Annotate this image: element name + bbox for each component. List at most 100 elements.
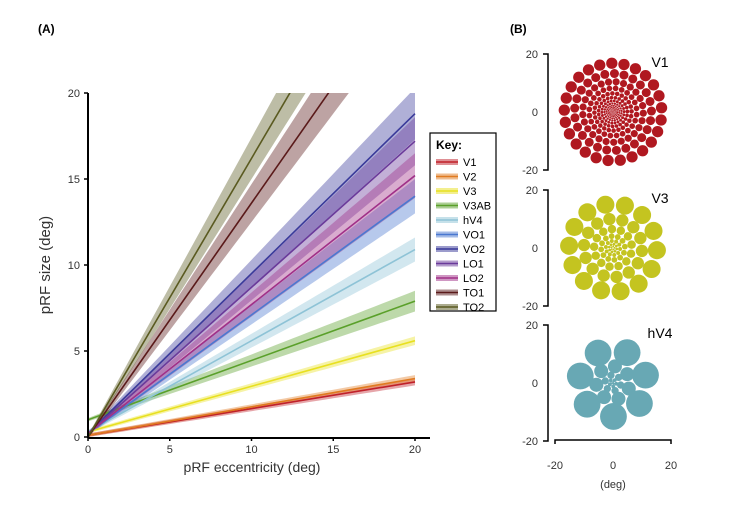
receptive-field-circle: [631, 99, 638, 106]
receptive-field-circle: [585, 89, 593, 97]
receptive-field-circle: [606, 100, 610, 104]
panel-a-label: (A): [38, 22, 55, 36]
receptive-field-circle: [615, 110, 617, 112]
receptive-field-circle: [616, 250, 621, 255]
receptive-field-circle: [604, 249, 609, 254]
receptive-field-circle: [604, 78, 613, 86]
receptive-field-circle: [617, 108, 620, 110]
receptive-field-circle: [589, 130, 597, 139]
receptive-field-circle: [607, 115, 610, 118]
receptive-field-circle: [610, 248, 613, 251]
receptive-field-circle: [613, 113, 615, 115]
receptive-field-circle: [629, 139, 639, 149]
receptive-field-circle: [608, 378, 613, 383]
receptive-field-circle: [581, 96, 589, 104]
line-TO1: [88, 93, 330, 437]
receptive-field-circle: [614, 373, 623, 382]
receptive-field-circle: [617, 97, 621, 101]
receptive-field-circle: [629, 274, 648, 293]
receptive-field-circle: [594, 100, 599, 106]
receptive-field-circle: [591, 124, 598, 130]
receptive-field-circle: [605, 91, 610, 97]
receptive-field-circle: [573, 122, 583, 132]
receptive-field-circle: [610, 91, 615, 96]
receptive-field-circle: [595, 135, 603, 143]
receptive-field-circle: [610, 112, 612, 114]
receptive-field-circle: [620, 112, 623, 115]
receptive-field-circle: [646, 106, 656, 116]
receptive-field-circle: [613, 112, 615, 113]
receptive-field-circle: [595, 90, 601, 97]
receptive-field-circle: [636, 94, 644, 103]
receptive-field-circle: [610, 108, 612, 110]
receptive-field-circle: [599, 227, 608, 237]
receptive-field-circle: [565, 217, 584, 236]
receptive-field-circle: [589, 242, 599, 252]
receptive-field-circle: [610, 106, 613, 109]
receptive-field-circle: [601, 126, 607, 131]
receptive-field-circle: [602, 145, 612, 155]
receptive-field-circle: [612, 99, 616, 103]
y-tick-label: 0: [74, 432, 80, 444]
mosaic-y-tick-label: 0: [532, 243, 538, 255]
receptive-field-circle: [592, 110, 597, 115]
receptive-field-circle: [572, 94, 582, 104]
legend-label-V3AB: V3AB: [463, 201, 491, 213]
y-tick-label: 20: [68, 88, 80, 100]
receptive-field-circle: [633, 105, 640, 112]
receptive-field-circle: [615, 109, 617, 111]
receptive-field-circle: [611, 145, 621, 155]
receptive-field-circle: [613, 132, 620, 139]
receptive-field-circle: [615, 112, 617, 115]
receptive-field-circle: [613, 119, 616, 122]
receptive-field-circle: [619, 237, 626, 244]
mosaic-y-tick-label: 0: [532, 378, 538, 390]
receptive-field-circle: [605, 96, 610, 101]
receptive-field-circle: [633, 111, 640, 118]
receptive-field-circle: [613, 121, 617, 125]
mosaic-label: V1: [651, 54, 668, 70]
receptive-field-circle: [628, 113, 634, 119]
line-TO2: [88, 93, 291, 437]
receptive-field-circle: [606, 127, 612, 133]
receptive-field-circle: [608, 118, 611, 122]
receptive-field-circle: [641, 88, 651, 98]
receptive-field-circle: [607, 111, 610, 113]
receptive-field-circle: [612, 115, 615, 118]
legend-label-LO2: LO2: [463, 273, 484, 285]
receptive-field-circle: [639, 102, 647, 110]
receptive-field-circle: [616, 127, 621, 133]
mosaic-label: hV4: [648, 325, 673, 341]
receptive-field-circle: [611, 108, 613, 110]
receptive-field-circle: [607, 120, 611, 124]
receptive-field-circle: [616, 108, 618, 111]
receptive-field-circle: [624, 122, 629, 127]
receptive-field-circle: [611, 391, 626, 406]
legend-label-VO2: VO2: [463, 244, 485, 256]
receptive-field-circle: [621, 249, 627, 256]
receptive-field-circle: [559, 116, 572, 128]
receptive-field-circle: [609, 109, 611, 111]
receptive-field-circle: [618, 86, 625, 93]
receptive-field-circle: [600, 119, 604, 124]
receptive-field-circle: [632, 88, 640, 96]
receptive-field-circle: [622, 113, 626, 117]
x-tick-label: 5: [167, 444, 173, 456]
receptive-field-circle: [612, 253, 617, 258]
receptive-field-circle: [614, 108, 616, 110]
receptive-field-circle: [611, 109, 613, 111]
receptive-field-circle: [616, 115, 619, 118]
receptive-field-circle: [603, 102, 607, 106]
receptive-field-circle: [600, 87, 607, 94]
mosaic-V3: 20 0 -20 V3: [522, 185, 669, 313]
receptive-field-circle: [607, 382, 612, 387]
receptive-field-circle: [613, 114, 615, 116]
receptive-field-circle: [577, 238, 591, 252]
receptive-field-circle: [600, 93, 606, 99]
receptive-field-circle: [614, 261, 623, 271]
receptive-field-circle: [623, 102, 627, 106]
receptive-field-circle: [626, 99, 632, 105]
receptive-field-circle: [594, 364, 609, 379]
receptive-field-circle: [617, 242, 622, 247]
receptive-field-circle: [628, 74, 638, 84]
